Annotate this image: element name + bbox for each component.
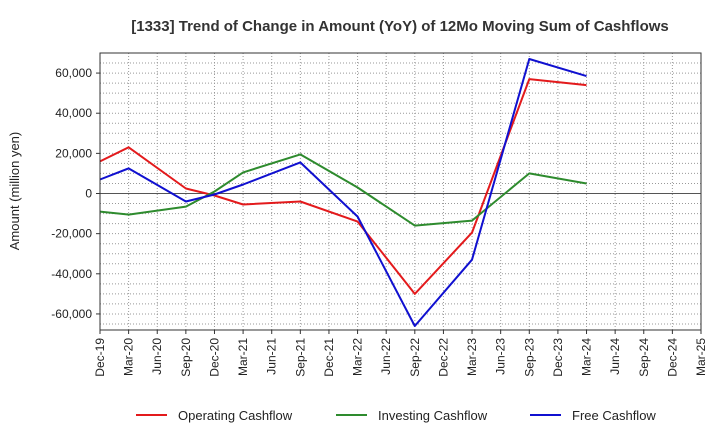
y-tick-label: -40,000 [51, 267, 92, 281]
x-tick-label: Mar-24 [580, 338, 594, 376]
y-tick-label: 20,000 [55, 146, 92, 160]
x-tick-label: Sep-20 [179, 338, 193, 377]
legend-label: Free Cashflow [572, 408, 656, 423]
x-tick-label: Dec-23 [551, 338, 565, 377]
y-tick-label: -20,000 [51, 227, 92, 241]
chart-title: [1333] Trend of Change in Amount (YoY) o… [131, 18, 669, 35]
series-line-free-cashflow [99, 58, 587, 327]
x-tick-label: Jun-21 [265, 338, 279, 375]
y-axis-label: Amount (million yen) [7, 132, 22, 251]
series-line-investing-cashflow [99, 153, 587, 227]
y-tick-label: 40,000 [55, 106, 92, 120]
x-tick-label: Sep-24 [637, 338, 651, 377]
legend-label: Operating Cashflow [178, 408, 293, 423]
plot-frame [99, 52, 702, 331]
x-tick-label: Mar-21 [236, 338, 250, 376]
series-group [99, 58, 587, 327]
series-line-operating-cashflow [99, 78, 587, 295]
x-tick-label: Dec-24 [665, 338, 679, 377]
legend: Operating Cashflow Investing Cashflow Free… [136, 408, 656, 423]
x-tick-label: Jun-24 [608, 338, 622, 375]
y-axis-ticks: 60,000 40,000 20,000 0 -20,000 -40,000 -60,000 [51, 66, 100, 321]
x-tick-label: Mar-22 [351, 338, 365, 376]
y-tick-label: 0 [85, 187, 92, 201]
x-tick-label: Sep-21 [293, 338, 307, 377]
grid [100, 52, 701, 330]
x-tick-label: Mar-20 [122, 338, 136, 376]
x-tick-label: Sep-23 [522, 338, 536, 377]
x-tick-label: Mar-25 [694, 338, 708, 376]
legend-label: Investing Cashflow [378, 408, 488, 423]
x-tick-label: Jun-20 [150, 338, 164, 375]
x-tick-label: Dec-20 [207, 338, 221, 377]
x-tick-label: Sep-22 [408, 338, 422, 377]
x-tick-label: Dec-22 [436, 338, 450, 377]
x-axis-ticks: Dec-19 Mar-20 Jun-20 Sep-20 Dec-20 Mar-21 Jun-… [93, 330, 708, 377]
y-tick-label: -60,000 [51, 307, 92, 321]
x-tick-label: Dec-21 [322, 338, 336, 377]
x-tick-label: Jun-22 [379, 338, 393, 375]
x-tick-label: Dec-19 [93, 338, 107, 377]
x-tick-label: Jun-23 [494, 338, 508, 375]
x-tick-label: Mar-23 [465, 338, 479, 376]
y-tick-label: 60,000 [55, 66, 92, 80]
